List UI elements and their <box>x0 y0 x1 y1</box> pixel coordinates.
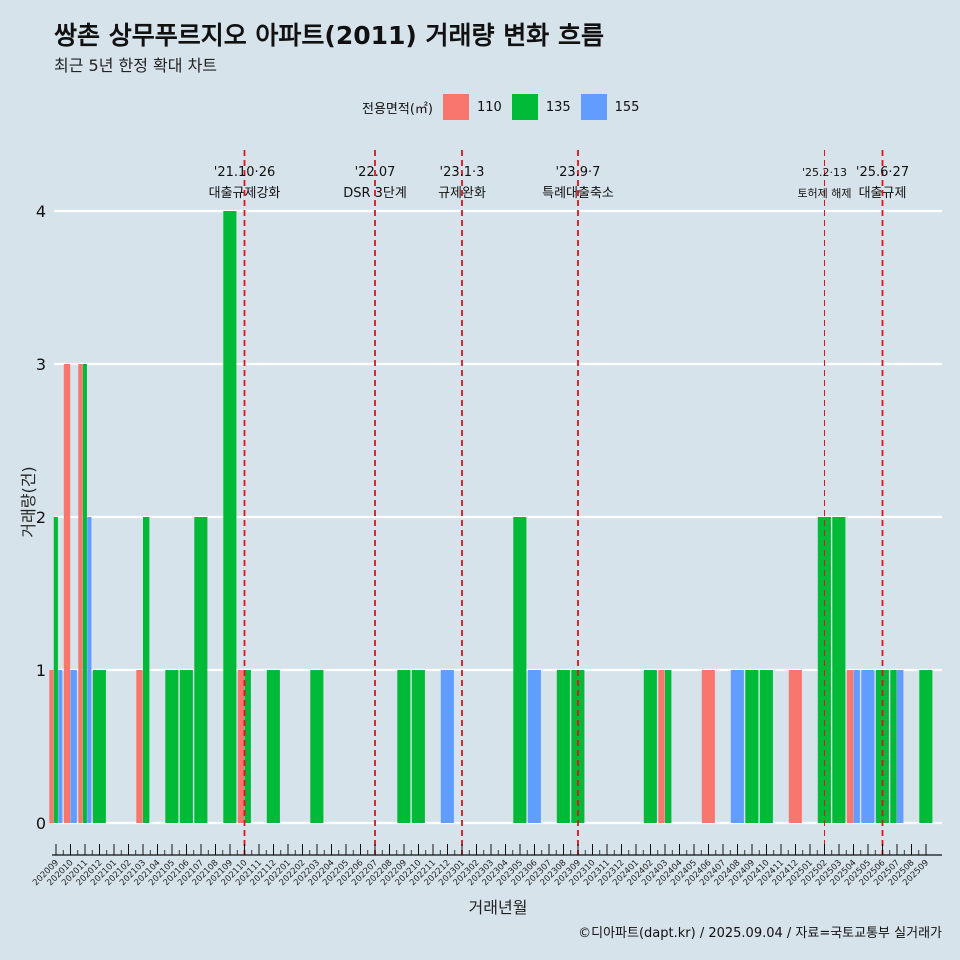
bar-202507-135 <box>890 670 897 823</box>
bar-202009-110 <box>49 670 54 823</box>
legend-title: 전용면적(㎡) <box>362 101 433 117</box>
bar-202112-135 <box>266 670 280 823</box>
event-label-202506: 대출규제 <box>859 186 907 201</box>
chart-title: 쌍촌 상무푸르지오 아파트(2011) 거래량 변화 흐름 <box>54 21 604 50</box>
y-tick-label: 2 <box>36 508 46 527</box>
legend-swatch-155 <box>580 94 607 120</box>
bar-202012-135 <box>92 670 106 823</box>
bar-202212-155 <box>440 670 454 823</box>
event-date-202506: '25.6·27 <box>856 165 909 180</box>
bar-202406-110 <box>701 670 715 823</box>
event-label-202207: DSR 3단계 <box>343 186 407 201</box>
bar-202203-135 <box>310 670 324 823</box>
x-axis-label: 거래년월 <box>469 898 528 917</box>
bar-202504-155 <box>853 670 860 823</box>
legend-label-135: 135 <box>545 99 571 115</box>
event-date-202110: '21.10·26 <box>214 165 275 180</box>
bar-202505-155 <box>861 670 875 823</box>
legend-item-135: 135 <box>511 94 571 120</box>
bar-202309-135 <box>571 670 585 823</box>
bars <box>49 211 933 823</box>
legend-label-155: 155 <box>614 99 640 115</box>
bar-202507-155 <box>897 670 904 823</box>
bar-202103-135 <box>143 517 150 823</box>
bar-202011-135 <box>82 364 87 823</box>
bar-202110-110 <box>237 670 245 823</box>
event-label-202301: 규제완화 <box>438 186 486 201</box>
source-caption: ©디아파트(dapt.kr) / 2025.09.04 / 자료=국토교통부 실… <box>578 926 942 941</box>
bar-202009-155 <box>58 670 63 823</box>
event-date-202207: '22.07 <box>355 165 396 180</box>
bar-202209-135 <box>397 670 411 823</box>
chart-subtitle: 최근 5년 한정 확대 차트 <box>54 56 218 75</box>
bar-202110-135 <box>244 670 251 823</box>
event-date-202309: '23.9·7 <box>556 165 601 180</box>
bar-202504-110 <box>846 670 854 823</box>
bar-202402-135 <box>643 670 657 823</box>
bar-202409-135 <box>745 670 759 823</box>
bar-202305-135 <box>513 517 527 823</box>
bar-202408-155 <box>730 670 744 823</box>
event-annotations: '21.10·26 대출규제강화 '22.07 DSR 3단계 '23.1·3 규제완화 '… <box>209 165 909 201</box>
y-tick-label: 0 <box>36 814 46 833</box>
bar-202503-135 <box>832 517 846 823</box>
bar-202103-110 <box>136 670 143 823</box>
bar-202306-155 <box>527 670 541 823</box>
bar-202509-135 <box>919 670 933 823</box>
legend-swatch-135 <box>511 94 538 120</box>
y-axis-label: 거래량(건) <box>19 466 38 537</box>
event-label-202502: 토허제 해제 <box>797 186 851 200</box>
bar-202308-135 <box>556 670 570 823</box>
legend-swatch-110 <box>442 94 469 120</box>
y-tick-label: 3 <box>36 355 46 374</box>
y-tick-label: 1 <box>36 661 46 680</box>
event-label-202309: 특례대출축소 <box>542 186 614 201</box>
legend: 전용면적(㎡) 110 135 155 <box>362 93 649 121</box>
bar-202412-110 <box>788 670 802 823</box>
y-tick-label: 4 <box>36 202 46 221</box>
legend-item-155: 155 <box>580 94 640 120</box>
bar-202109-135 <box>223 211 237 823</box>
bar-202506-135 <box>875 670 889 823</box>
bar-202403-110 <box>658 670 665 823</box>
bar-202009-135 <box>53 517 58 823</box>
event-date-202502: '25.2·13 <box>802 166 847 179</box>
bar-202105-135 <box>165 670 179 823</box>
y-axis: 0 1 2 3 4 <box>36 202 46 833</box>
legend-label-110: 110 <box>476 99 502 115</box>
bar-202010-110 <box>63 364 71 823</box>
bar-202011-155 <box>87 517 92 823</box>
bar-202107-135 <box>194 517 208 823</box>
bar-202410-135 <box>759 670 773 823</box>
event-label-202110: 대출규제강화 <box>209 186 281 201</box>
bar-202106-135 <box>179 670 193 823</box>
bar-202403-135 <box>665 670 672 823</box>
event-date-202301: '23.1·3 <box>440 165 485 180</box>
event-lines <box>243 150 884 855</box>
bar-202010-155 <box>70 670 77 823</box>
legend-item-110: 110 <box>442 94 502 120</box>
x-axis: 2020092020102020112020122021012021022021… <box>31 844 942 888</box>
bar-202011-110 <box>78 364 83 823</box>
bar-202210-135 <box>411 670 425 823</box>
